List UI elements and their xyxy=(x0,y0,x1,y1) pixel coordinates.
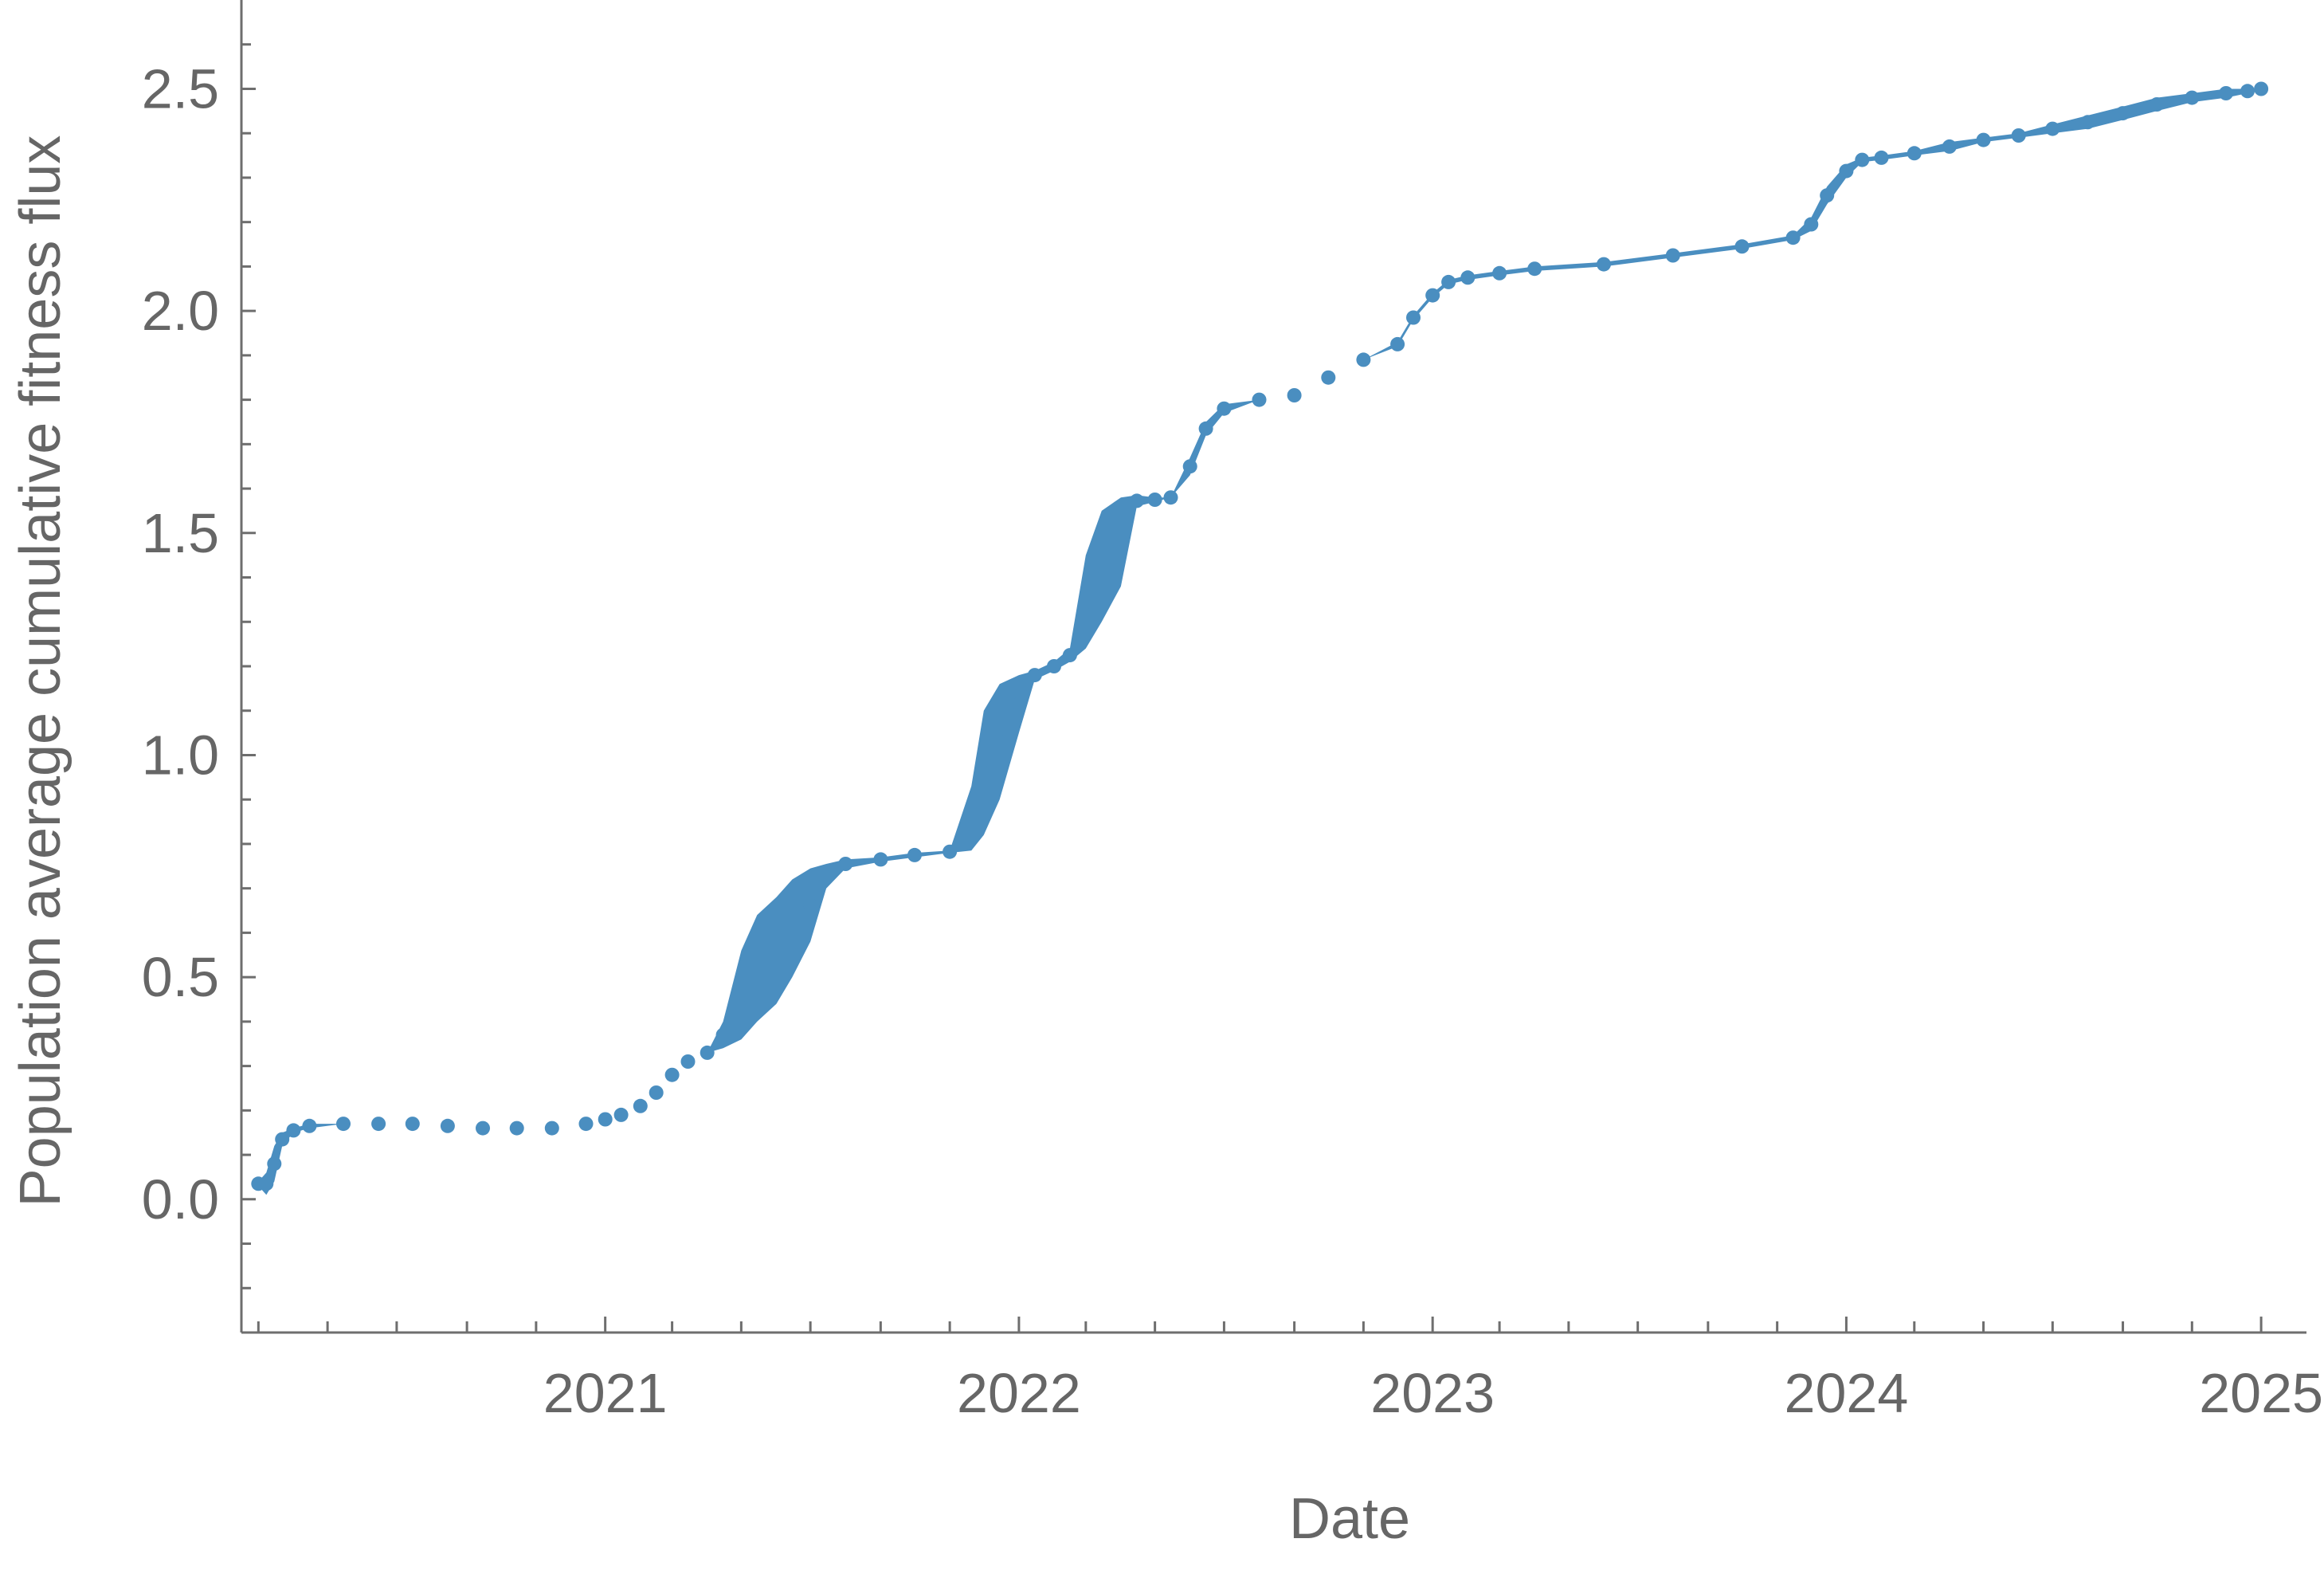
series-layer xyxy=(251,81,2269,1195)
data-point xyxy=(1942,139,1957,154)
y-tick-label: 1.5 xyxy=(142,502,219,564)
data-point xyxy=(1527,261,1542,277)
data-point xyxy=(700,1045,715,1060)
data-point xyxy=(819,869,834,884)
y-tick-label: 0.0 xyxy=(142,1168,219,1231)
data-point xyxy=(1665,248,1680,263)
data-point xyxy=(1252,392,1267,407)
data-point xyxy=(803,897,818,913)
data-point xyxy=(1287,388,1302,402)
data-point xyxy=(1321,370,1336,385)
data-point xyxy=(1078,595,1093,610)
data-point xyxy=(1217,401,1232,416)
data-point xyxy=(785,920,800,936)
data-point xyxy=(1356,352,1371,367)
data-point xyxy=(1804,217,1819,232)
x-tick-label: 2022 xyxy=(957,1362,1081,1424)
data-point xyxy=(2115,106,2130,121)
data-point xyxy=(1855,152,1870,167)
data-point xyxy=(2045,121,2060,136)
data-point xyxy=(943,844,958,859)
data-point xyxy=(2080,115,2095,130)
series-band xyxy=(258,88,2262,1195)
data-point xyxy=(2185,90,2200,105)
data-point xyxy=(1129,493,1144,508)
data-point xyxy=(2219,86,2233,100)
x-tick-label: 2025 xyxy=(2199,1362,2323,1424)
data-point xyxy=(578,1117,594,1132)
ticks-layer: 0.0 0.5 1.0 1.5 2.0 2.5 2021 2022 2023 2024 2025 xyxy=(142,43,2323,1424)
data-point xyxy=(1839,163,1854,179)
data-point xyxy=(873,852,888,867)
data-point xyxy=(1441,274,1456,289)
data-point xyxy=(1027,668,1042,683)
data-point xyxy=(964,811,979,826)
data-point xyxy=(1094,559,1109,574)
data-point xyxy=(1492,265,1507,281)
data-point xyxy=(1147,493,1162,507)
data-point xyxy=(2254,81,2269,96)
data-point xyxy=(613,1107,629,1122)
data-point xyxy=(371,1117,386,1132)
data-point xyxy=(286,1123,301,1138)
data-point xyxy=(1047,659,1061,673)
data-point xyxy=(1460,270,1476,285)
data-point xyxy=(1406,310,1421,325)
y-tick-label: 1.0 xyxy=(142,724,219,786)
data-point xyxy=(1062,648,1077,663)
y-tick-label: 2.5 xyxy=(142,57,219,120)
data-point xyxy=(2150,97,2165,112)
x-axis-label: Date xyxy=(1289,1487,1410,1551)
data-point xyxy=(405,1117,420,1132)
data-point xyxy=(267,1156,282,1172)
data-point xyxy=(544,1121,559,1136)
data-point xyxy=(1425,288,1440,303)
y-axis-label: Population average cumulative fitness fl… xyxy=(9,135,73,1207)
data-point xyxy=(838,857,853,871)
data-point xyxy=(1182,459,1197,474)
x-tick-label: 2021 xyxy=(543,1362,668,1424)
data-point xyxy=(1198,421,1213,436)
data-point xyxy=(1874,150,1889,165)
data-point xyxy=(1976,132,1991,147)
data-point xyxy=(1113,534,1128,549)
data-point xyxy=(976,765,991,780)
data-point xyxy=(1597,257,1611,272)
data-point xyxy=(275,1132,290,1147)
data-point xyxy=(598,1112,613,1127)
data-point xyxy=(633,1098,648,1113)
data-point xyxy=(649,1085,664,1100)
x-tick-label: 2023 xyxy=(1370,1362,1495,1424)
data-point xyxy=(1907,146,1922,161)
data-point xyxy=(664,1067,680,1082)
data-point xyxy=(907,847,922,862)
data-point xyxy=(336,1117,351,1132)
y-tick-label: 0.5 xyxy=(142,946,219,1008)
data-point xyxy=(1734,239,1750,254)
data-point xyxy=(734,987,749,1003)
data-point xyxy=(1011,697,1026,712)
data-point xyxy=(750,961,765,975)
data-point xyxy=(2240,84,2255,99)
data-point xyxy=(1785,230,1801,245)
data-point xyxy=(1390,336,1405,351)
data-point xyxy=(2011,128,2026,143)
data-point xyxy=(1820,188,1835,203)
data-point xyxy=(715,1027,731,1042)
data-point xyxy=(1163,490,1178,505)
data-point xyxy=(476,1121,490,1136)
data-point xyxy=(440,1118,455,1133)
y-tick-label: 2.0 xyxy=(142,280,219,342)
data-point xyxy=(769,943,784,958)
x-tick-label: 2024 xyxy=(1785,1362,1909,1424)
data-point xyxy=(509,1121,524,1136)
data-point xyxy=(992,734,1007,749)
data-point xyxy=(680,1054,696,1069)
data-point xyxy=(302,1118,317,1133)
data-point xyxy=(259,1176,274,1191)
